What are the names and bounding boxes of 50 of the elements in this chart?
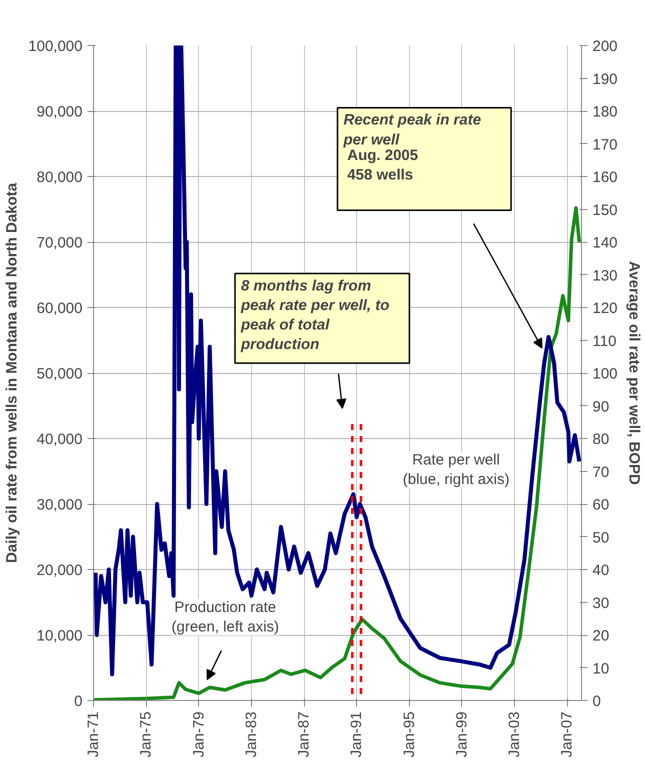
y-tick-label: 10,000 <box>36 628 83 644</box>
y-tick-label: 90,000 <box>36 104 83 120</box>
x-tick-label: Jan-83 <box>242 711 260 758</box>
y2-tick-label: 180 <box>592 104 618 120</box>
y2-tick-label: 130 <box>592 267 618 284</box>
y2-tick-label: 100 <box>592 366 618 382</box>
y-tick-label: 60,000 <box>36 300 83 317</box>
annotation: Aug. 2005 458 wells <box>347 147 418 184</box>
x-tick-label: Jan-07 <box>558 711 576 758</box>
y-tick-label: 40,000 <box>36 431 83 448</box>
annotation: Production rate (green, left axis) <box>171 598 280 636</box>
y-tick-label: 100,000 <box>28 38 83 55</box>
y-tick-label: 30,000 <box>36 496 83 514</box>
y2-tick-label: 20 <box>592 628 610 644</box>
y-axis-title: Daily oil rate from wells in Montana and North Dakota <box>3 182 20 564</box>
y2-tick-label: 140 <box>592 234 618 252</box>
y2-tick-label: 90 <box>592 398 610 416</box>
x-tick-label: Jan-79 <box>190 711 208 758</box>
line-series <box>94 46 582 676</box>
y-tick-label: 70,000 <box>36 234 83 252</box>
x-tick-label: Jan-75 <box>138 711 155 758</box>
y2-tick-label: 60 <box>592 496 610 514</box>
y-tick-label: 50,000 <box>36 366 83 382</box>
x-tick-label: Jan-95 <box>400 711 418 758</box>
x-tick-label: Jan-87 <box>296 711 313 758</box>
y2-tick-label: 150 <box>592 202 618 219</box>
y2-tick-label: 170 <box>592 136 618 154</box>
annotation: Recent peak in rate per well <box>342 112 482 148</box>
annotation: 8 months lag from peak rate per well, to peak of total production <box>240 277 390 354</box>
y2-tick-label: 40 <box>592 562 610 579</box>
y2-tick-label: 70 <box>592 464 610 481</box>
y2-tick-label: 50 <box>592 529 610 546</box>
x-tick-label: Jan-03 <box>506 711 524 758</box>
y2-tick-label: 110 <box>592 332 616 350</box>
y-tick-label: 0 <box>74 693 82 710</box>
y2-tick-label: 120 <box>592 300 618 317</box>
y2-tick-label: 160 <box>592 169 618 186</box>
x-tick-label: Jan-91 <box>348 711 366 758</box>
y2-tick-label: 190 <box>592 70 618 88</box>
y2-tick-label: 0 <box>592 693 601 710</box>
y-tick-label: 80,000 <box>36 169 83 186</box>
y2-tick-label: 30 <box>592 594 610 612</box>
y-tick-label: 20,000 <box>36 562 83 579</box>
y2-tick-label: 80 <box>592 431 610 448</box>
y2-tick-label: 10 <box>592 660 610 678</box>
x-tick-label: Jan-71 <box>85 711 102 758</box>
y2-axis-title: Average oil rate per well, BOPD <box>626 261 643 486</box>
x-tick-label: Jan-99 <box>453 711 470 758</box>
annotation: Rate per well (blue, right axis) <box>402 452 510 488</box>
y2-tick-label: 200 <box>592 38 618 55</box>
